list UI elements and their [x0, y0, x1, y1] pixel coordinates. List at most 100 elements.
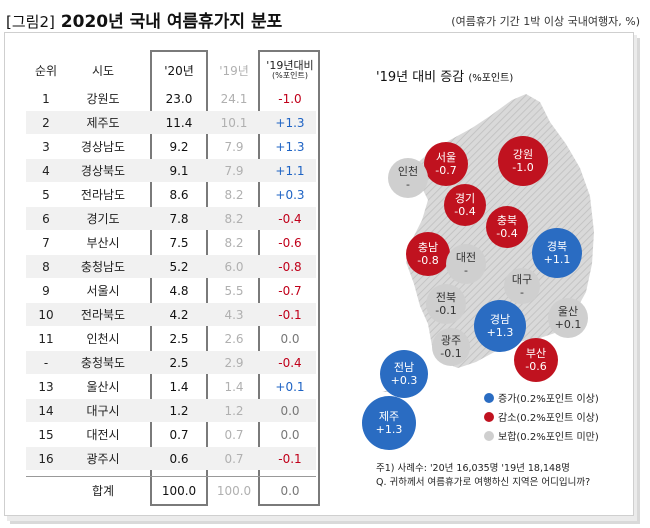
table-row: 15 대전시 0.7 0.7 0.0	[26, 423, 316, 446]
region-cell: 경상남도	[80, 140, 126, 154]
region-bubble: 서울 -0.7	[424, 142, 468, 186]
footnote: 주1) 사례수: '20년 16,035명 '19년 18,148명 Q. 귀하…	[376, 462, 590, 490]
region-bubble-name: 대구	[511, 273, 533, 286]
change-cell: +1.3	[275, 139, 305, 154]
value-2020-cell: 7.5	[169, 235, 189, 250]
region-bubble-name: 충북	[496, 214, 518, 227]
region-bubble-name: 강원	[512, 148, 534, 161]
legend-flat: 보합(0.2%포인트 미만)	[484, 428, 599, 443]
region-bubble-name: 경북	[546, 240, 568, 253]
region-bubble: 대전 -	[446, 244, 486, 284]
value-2020-cell: 23.0	[165, 91, 193, 106]
col-change: '19년대비	[266, 59, 314, 72]
region-bubble-name: 대전	[455, 251, 477, 264]
rank-cell: 7	[42, 235, 50, 250]
change-cell: +1.3	[275, 115, 305, 130]
region-bubble-value: -0.6	[525, 360, 547, 373]
legend-label-decrease: 감소(0.2%포인트 이상)	[498, 413, 599, 424]
region-bubble: 광주 -0.1	[432, 328, 470, 366]
region-bubble-value: -	[520, 286, 524, 299]
value-2020-cell: 1.2	[169, 403, 189, 418]
rank-cell: 11	[38, 331, 54, 346]
legend-dot-increase	[484, 392, 494, 403]
region-bubble: 경남 +1.3	[474, 300, 526, 352]
highlight-change-column	[258, 50, 320, 506]
footnote-question: Q. 귀하께서 여름휴가로 여행하신 지역은 어디입니까?	[376, 477, 591, 488]
region-cell: 경상북도	[80, 164, 126, 178]
value-2019-cell: 4.3	[224, 307, 244, 322]
change-cell: 0.0	[280, 331, 300, 346]
rank-cell: 15	[38, 427, 54, 442]
region-bubble: 대구 -	[504, 268, 540, 304]
rank-cell: -	[43, 355, 49, 370]
value-2020-cell: 2.5	[169, 331, 189, 346]
region-bubble-name: 전남	[393, 361, 415, 374]
table-row: 1 강원도 23.0 24.1 -1.0	[26, 87, 316, 110]
region-bubble-name: 제주	[378, 410, 400, 423]
table-row: 2 제주도 11.4 10.1 +1.3	[26, 111, 316, 134]
page-title: [그림2] 2020년 국내 여름휴가지 분포	[6, 7, 282, 32]
value-2020-cell: 0.6	[169, 451, 189, 466]
map-title: '19년 대비 증감 (%포인트)	[376, 66, 513, 85]
total-label: 합계	[91, 484, 115, 498]
table-row: 4 경상북도 9.1 7.9 +1.1	[26, 159, 316, 182]
value-2020-cell: 2.5	[169, 355, 189, 370]
table-total-row: 합계 100.0 100.0 0.0	[26, 479, 316, 502]
change-cell: -0.7	[278, 283, 302, 298]
legend-decrease: 감소(0.2%포인트 이상)	[484, 409, 599, 424]
value-2019-cell: 0.7	[224, 427, 244, 442]
region-cell: 제주도	[86, 116, 120, 130]
region-bubble-name: 광주	[440, 334, 462, 347]
value-2020-cell: 4.2	[169, 307, 189, 322]
region-cell: 경기도	[86, 212, 120, 226]
value-2019-cell: 7.9	[224, 163, 244, 178]
table-row: 14 대구시 1.2 1.2 0.0	[26, 399, 316, 422]
region-bubble-value: -0.4	[454, 205, 476, 218]
value-2019-cell: 0.7	[224, 451, 244, 466]
table-row: 9 서울시 4.8 5.5 -0.7	[26, 279, 316, 302]
table-row: 6 경기도 7.8 8.2 -0.4	[26, 207, 316, 230]
region-bubble-value: +1.1	[543, 253, 571, 266]
region-bubble: 울산 +0.1	[548, 298, 588, 338]
highlight-2020-column	[150, 50, 208, 506]
region-bubble-value: -	[406, 178, 410, 191]
value-2020-cell: 0.7	[169, 427, 189, 442]
region-bubble-name: 울산	[557, 305, 579, 318]
change-cell: -0.1	[278, 451, 302, 466]
value-2019-cell: 2.9	[224, 355, 244, 370]
col-2020: '20년	[164, 64, 194, 78]
header: [그림2] 2020년 국내 여름휴가지 분포 (여름휴가 기간 1박 이상 국…	[6, 3, 644, 33]
col-rank: 순위	[34, 64, 58, 78]
change-cell: +0.1	[275, 379, 305, 394]
rank-cell: 13	[38, 379, 54, 394]
rank-cell: 14	[38, 403, 54, 418]
value-2020-cell: 9.1	[169, 163, 189, 178]
region-cell: 충청남도	[80, 260, 126, 274]
col-change-unit: (%포인트)	[272, 71, 308, 80]
value-2019-cell: 5.5	[224, 283, 244, 298]
value-2019-cell: 7.9	[224, 139, 244, 154]
region-cell: 인천시	[86, 332, 120, 346]
value-2019-cell: 2.6	[224, 331, 244, 346]
value-2020-cell: 5.2	[169, 259, 189, 274]
region-bubble: 부산 -0.6	[514, 338, 558, 382]
region-cell: 충청북도	[80, 356, 126, 370]
region-bubble-value: -0.4	[496, 227, 518, 240]
region-bubble: 경북 +1.1	[532, 228, 582, 278]
table-row: - 충청북도 2.5 2.9 -0.4	[26, 351, 316, 374]
legend-increase: 증가(0.2%포인트 이상)	[484, 390, 599, 405]
region-bubble: 충북 -0.4	[486, 206, 528, 248]
region-bubble-name: 충남	[417, 241, 439, 254]
rank-cell: 8	[42, 259, 50, 274]
region-bubble-value: +1.3	[375, 423, 403, 436]
region-bubble-value: -0.1	[440, 347, 462, 360]
region-cell: 대구시	[86, 404, 120, 418]
change-cell: -0.8	[278, 259, 302, 274]
legend-dot-flat	[484, 430, 494, 441]
region-cell: 전라북도	[80, 308, 126, 322]
rank-cell: 16	[38, 451, 54, 466]
footnote-sample: 주1) 사례수: '20년 16,035명 '19년 18,148명	[376, 463, 570, 474]
rank-cell: 6	[42, 211, 50, 226]
legend-label-increase: 증가(0.2%포인트 이상)	[498, 394, 599, 405]
map-title-text: '19년 대비 증감	[376, 70, 465, 85]
